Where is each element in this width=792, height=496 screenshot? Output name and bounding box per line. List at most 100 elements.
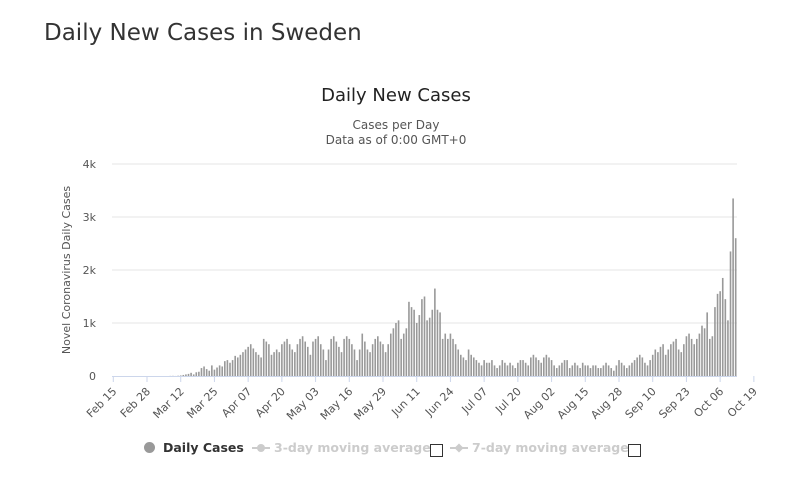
bar[interactable] [545, 354, 548, 376]
bar[interactable] [332, 336, 335, 376]
bar[interactable] [524, 362, 527, 376]
legend-item-daily-cases[interactable]: Daily Cases [144, 440, 244, 455]
bar[interactable] [506, 365, 509, 376]
bar[interactable] [299, 338, 301, 376]
bar[interactable] [306, 346, 309, 376]
bar[interactable] [680, 352, 683, 376]
bar[interactable] [268, 344, 270, 376]
bar[interactable] [530, 357, 532, 376]
bar[interactable] [576, 365, 579, 376]
bar[interactable] [628, 365, 631, 376]
bar[interactable] [522, 360, 524, 376]
bar[interactable] [509, 362, 511, 376]
bar[interactable] [553, 365, 555, 376]
bar[interactable] [721, 277, 724, 376]
bar[interactable] [727, 320, 729, 376]
bar[interactable] [213, 369, 216, 376]
bar[interactable] [338, 346, 340, 376]
bar[interactable] [252, 348, 255, 376]
bar[interactable] [260, 357, 262, 376]
bar[interactable] [408, 301, 410, 376]
bar[interactable] [620, 362, 623, 376]
bar[interactable] [384, 352, 387, 376]
bar[interactable] [216, 367, 218, 376]
bar[interactable] [542, 357, 545, 376]
bar[interactable] [646, 365, 649, 376]
bar[interactable] [371, 344, 374, 376]
bar[interactable] [587, 365, 589, 376]
bar[interactable] [615, 365, 618, 376]
bar[interactable] [540, 362, 543, 376]
bar[interactable] [434, 288, 436, 376]
bar[interactable] [200, 368, 203, 376]
bar[interactable] [664, 354, 667, 376]
bar[interactable] [537, 360, 540, 376]
bar[interactable] [192, 374, 195, 376]
bar[interactable] [685, 336, 688, 376]
bar[interactable] [431, 309, 434, 376]
bar[interactable] [498, 365, 501, 376]
bar[interactable] [208, 370, 211, 376]
bar[interactable] [654, 349, 657, 377]
bar[interactable] [594, 365, 597, 376]
bar[interactable] [493, 365, 496, 376]
bar[interactable] [532, 354, 535, 376]
bar[interactable] [452, 338, 454, 376]
bar[interactable] [607, 365, 610, 376]
bar[interactable] [514, 368, 517, 376]
bar[interactable] [322, 349, 325, 377]
bar[interactable] [366, 349, 369, 377]
bar[interactable] [361, 333, 364, 376]
bar[interactable] [335, 341, 338, 376]
bar[interactable] [683, 344, 685, 376]
bar[interactable] [641, 357, 644, 376]
bar[interactable] [465, 360, 467, 376]
bar[interactable] [600, 368, 602, 376]
bar[interactable] [294, 352, 296, 376]
bar[interactable] [716, 293, 719, 376]
bar[interactable] [382, 344, 384, 376]
bar[interactable] [677, 349, 680, 377]
bar[interactable] [511, 365, 514, 376]
bar[interactable] [592, 365, 594, 376]
bar[interactable] [319, 344, 322, 376]
bar[interactable] [688, 333, 690, 376]
bar[interactable] [657, 352, 659, 376]
bar[interactable] [428, 317, 431, 376]
bar[interactable] [589, 368, 592, 376]
checkbox-3-day-average[interactable] [430, 444, 443, 457]
bar[interactable] [711, 336, 714, 376]
bar[interactable] [447, 338, 449, 376]
bar[interactable] [281, 344, 283, 376]
bar[interactable] [340, 352, 343, 376]
legend-item-7-day-average[interactable]: 7-day moving average [450, 440, 629, 455]
bar[interactable] [581, 362, 584, 376]
bar[interactable] [519, 360, 522, 376]
bar[interactable] [457, 349, 460, 377]
bar[interactable] [444, 333, 447, 376]
bar[interactable] [584, 365, 587, 376]
bar[interactable] [187, 373, 190, 376]
bar[interactable] [314, 338, 317, 376]
bar[interactable] [304, 341, 307, 376]
bar[interactable] [239, 354, 242, 376]
bar[interactable] [198, 371, 200, 376]
bar[interactable] [618, 360, 620, 376]
bar[interactable] [550, 360, 553, 376]
bar[interactable] [706, 312, 708, 376]
bar[interactable] [568, 368, 571, 376]
bar[interactable] [402, 333, 405, 376]
bar[interactable] [348, 338, 351, 376]
bar[interactable] [439, 312, 441, 376]
bar[interactable] [714, 307, 716, 376]
bar[interactable] [377, 336, 379, 376]
bar[interactable] [436, 309, 439, 376]
bar[interactable] [555, 368, 558, 376]
bar[interactable] [387, 344, 389, 376]
bar[interactable] [249, 344, 252, 376]
bar[interactable] [327, 349, 330, 377]
bar[interactable] [501, 360, 504, 376]
bar[interactable] [623, 365, 625, 376]
bar[interactable] [270, 354, 273, 376]
bar[interactable] [467, 349, 470, 377]
